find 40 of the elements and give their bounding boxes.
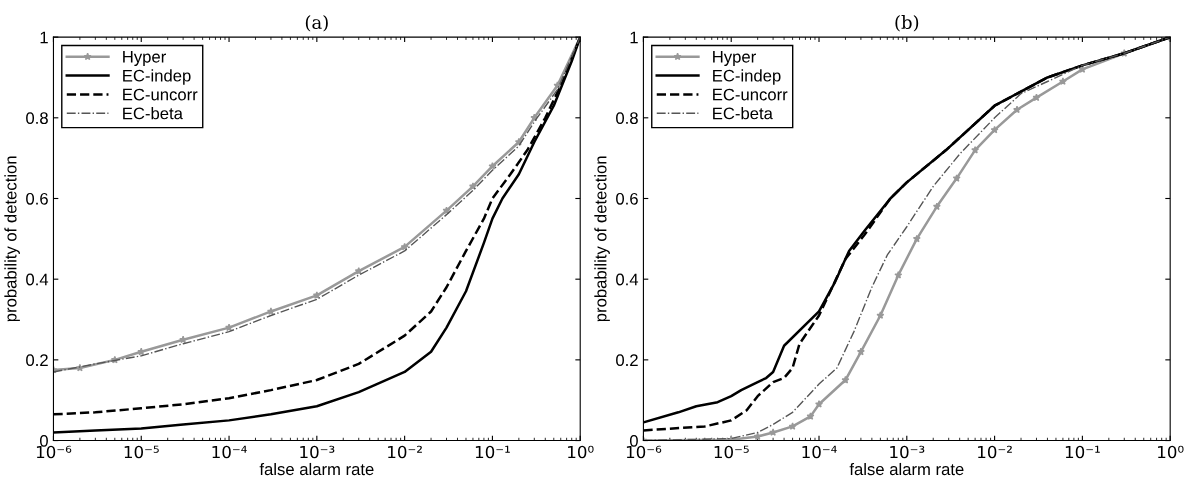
x-tick-label: 10⁻³ [890,445,925,459]
x-tick-label: 10⁻⁶ [626,445,662,459]
x-tick-label: 10⁻⁴ [802,445,837,459]
legend-label: Hyper [123,51,166,66]
y-tick-label: 0.4 [26,273,49,286]
legend-label: Hyper [713,51,756,66]
y-tick-label: 0.8 [26,112,48,125]
y-tick-label: 1 [630,31,638,44]
y-axis-title: probability of detection [594,156,610,322]
y-tick-label: 1 [40,31,48,44]
legend-label: EC-uncorr [713,88,788,101]
x-tick-label: 10⁻³ [300,445,335,459]
legend-label: EC-beta [713,107,773,120]
x-tick-label: 10⁻⁵ [124,445,159,459]
y-tick-label: 0 [629,434,638,447]
x-tick-label: 10⁻² [388,445,422,459]
legend-label: EC-uncorr [123,88,198,101]
legend-label: EC-indep [713,69,781,85]
chart-title: (a) [305,15,328,32]
x-tick-label: 10⁰ [568,445,594,459]
x-axis-title: false alarm rate [259,462,374,476]
y-tick-label: 0.8 [616,112,638,125]
legend-label: EC-indep [123,69,191,85]
y-tick-label: 0.6 [26,192,48,205]
y-tick-label: 0 [39,434,48,447]
x-tick-label: 10⁻⁵ [714,445,749,459]
chart-title: (b) [895,15,919,32]
x-tick-label: 10⁰ [1158,445,1184,459]
legend-label: EC-beta [123,107,183,120]
y-axis-title: probability of detection [4,156,20,322]
y-tick-label: 0.6 [616,192,638,205]
x-tick-label: 10⁻¹ [475,445,510,459]
x-tick-label: 10⁻² [978,445,1012,459]
x-tick-label: 10⁻⁴ [212,445,247,459]
x-axis-title: false alarm rate [849,462,964,476]
y-tick-label: 0.4 [616,273,639,286]
y-tick-label: 0.2 [616,354,638,367]
y-tick-label: 0.2 [26,354,48,367]
x-tick-label: 10⁻¹ [1065,445,1100,459]
x-tick-label: 10⁻⁶ [36,445,72,459]
